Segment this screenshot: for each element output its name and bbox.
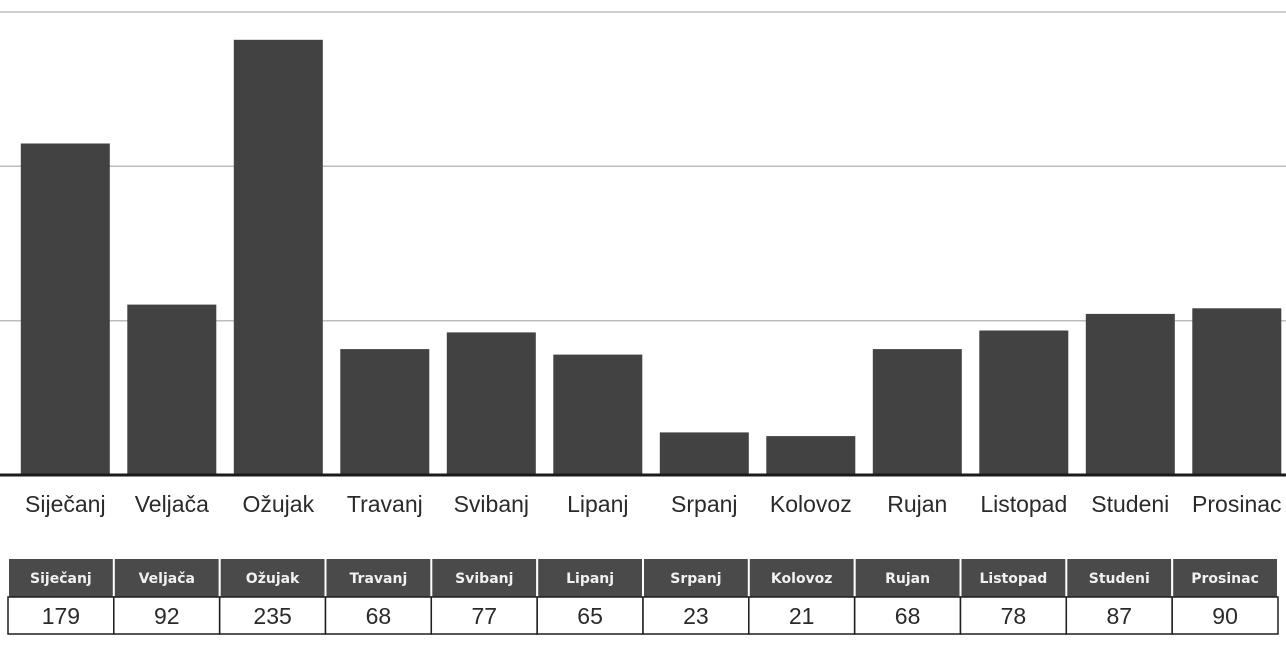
table-value-label: 23: [683, 603, 709, 629]
table-value-label: 179: [42, 603, 80, 629]
bar-srpanj: [659, 432, 749, 475]
x-tick-label: Listopad: [980, 491, 1067, 517]
table-header-cell: [432, 559, 537, 597]
table-value-label: 68: [366, 603, 392, 629]
table-header-cell: [326, 559, 431, 597]
bar-rujan: [872, 349, 962, 475]
table-header-label: Ožujak: [246, 571, 300, 587]
x-tick-label: Ožujak: [243, 491, 315, 517]
table-value-label: 92: [154, 603, 180, 629]
table-value-label: 90: [1212, 603, 1238, 629]
table-header-label: Siječanj: [30, 571, 92, 587]
bar-listopad: [979, 330, 1069, 475]
bar-svibanj: [446, 332, 536, 475]
table-header-label: Veljača: [139, 571, 195, 587]
table-header-label: Rujan: [885, 571, 930, 587]
x-tick-label: Siječanj: [25, 491, 106, 517]
x-tick-label: Rujan: [887, 491, 947, 517]
table-value-label: 65: [577, 603, 603, 629]
x-tick-label: Kolovoz: [770, 491, 852, 517]
bar-lipanj: [553, 354, 643, 475]
table-value-label: 87: [1107, 603, 1133, 629]
bar-travanj: [340, 349, 430, 475]
x-tick-label: Prosinac: [1192, 491, 1281, 517]
x-tick-label: Travanj: [347, 491, 423, 517]
bar-studeni: [1085, 313, 1175, 475]
table-header-label: Lipanj: [566, 571, 614, 587]
table-value-cell: [642, 596, 750, 635]
bar-veljača: [127, 304, 217, 475]
x-tick-label: Studeni: [1091, 491, 1169, 517]
table-value-label: 21: [789, 603, 815, 629]
table-value-cell: [748, 596, 856, 635]
x-axis-labels: Siječanj Veljača Ožujak Travanj Svibanj Lipan…: [25, 491, 1282, 517]
table-value-label: 78: [1001, 603, 1027, 629]
x-tick-label: Srpanj: [671, 491, 737, 517]
table-header-label: Listopad: [979, 571, 1047, 587]
data-table: Siječanj Veljača Ožujak Travanj Svibanj Lipan…: [7, 559, 1279, 635]
x-tick-label: Veljača: [135, 491, 209, 517]
table-header-label: Travanj: [350, 571, 408, 587]
table-value-label: 68: [895, 603, 921, 629]
table-header-cell: [220, 559, 325, 597]
table-header-cell: [538, 559, 642, 597]
bar-kolovoz: [766, 436, 856, 475]
bar-prosinac: [1192, 308, 1282, 475]
table-header-label: Prosinac: [1191, 571, 1259, 587]
table-header-label: Studeni: [1089, 571, 1150, 587]
table-value-cell: [1171, 596, 1279, 635]
gridlines: [0, 11, 1286, 322]
table-value-cell: [113, 596, 221, 635]
x-tick-label: Lipanj: [567, 491, 628, 517]
table-header-label: Svibanj: [455, 571, 513, 587]
bar-siječanj: [20, 143, 110, 475]
table-value-cell: [7, 596, 115, 635]
table-header-cell: [9, 559, 113, 597]
table-value-label: 235: [253, 603, 291, 629]
table-header-cell: [114, 559, 219, 597]
bars: [20, 39, 1282, 476]
table-header-label: Srpanj: [670, 571, 721, 587]
table-value-cell: [430, 596, 538, 635]
table-value-cell: [324, 596, 433, 635]
table-value-cell: [536, 596, 644, 635]
table-value-label: 77: [472, 603, 498, 629]
table-value-cell: [959, 596, 1068, 635]
table-header-cell: [1067, 559, 1172, 597]
table-header-label: Kolovoz: [771, 571, 833, 587]
table-header-cell: [749, 559, 854, 597]
x-tick-label: Svibanj: [454, 491, 529, 517]
bar-ožujak: [233, 39, 323, 476]
table-header-cell: [961, 559, 1066, 597]
table-header-cell: [855, 559, 960, 597]
table-value-cell: [1065, 596, 1173, 635]
table-header-cell: [644, 559, 748, 597]
table-value-cell: [853, 596, 962, 635]
table-header-cell: [1173, 559, 1277, 597]
